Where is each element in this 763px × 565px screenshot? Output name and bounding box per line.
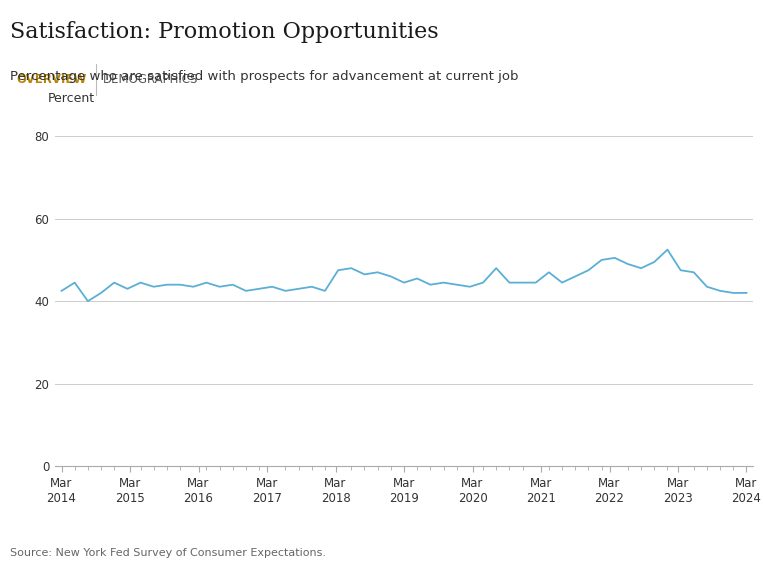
Bar — [10, 64, 95, 96]
Text: Percent: Percent — [47, 92, 95, 105]
Text: Source: New York Fed Survey of Consumer Expectations.: Source: New York Fed Survey of Consumer … — [10, 547, 326, 558]
Text: Satisfaction: Promotion Opportunities: Satisfaction: Promotion Opportunities — [10, 21, 439, 44]
Text: DEMOGRAPHICS: DEMOGRAPHICS — [103, 73, 198, 86]
Text: OVERVIEW: OVERVIEW — [16, 73, 86, 86]
Text: Percentage who are satisfied with prospects for advancement at current job: Percentage who are satisfied with prospe… — [10, 70, 518, 83]
